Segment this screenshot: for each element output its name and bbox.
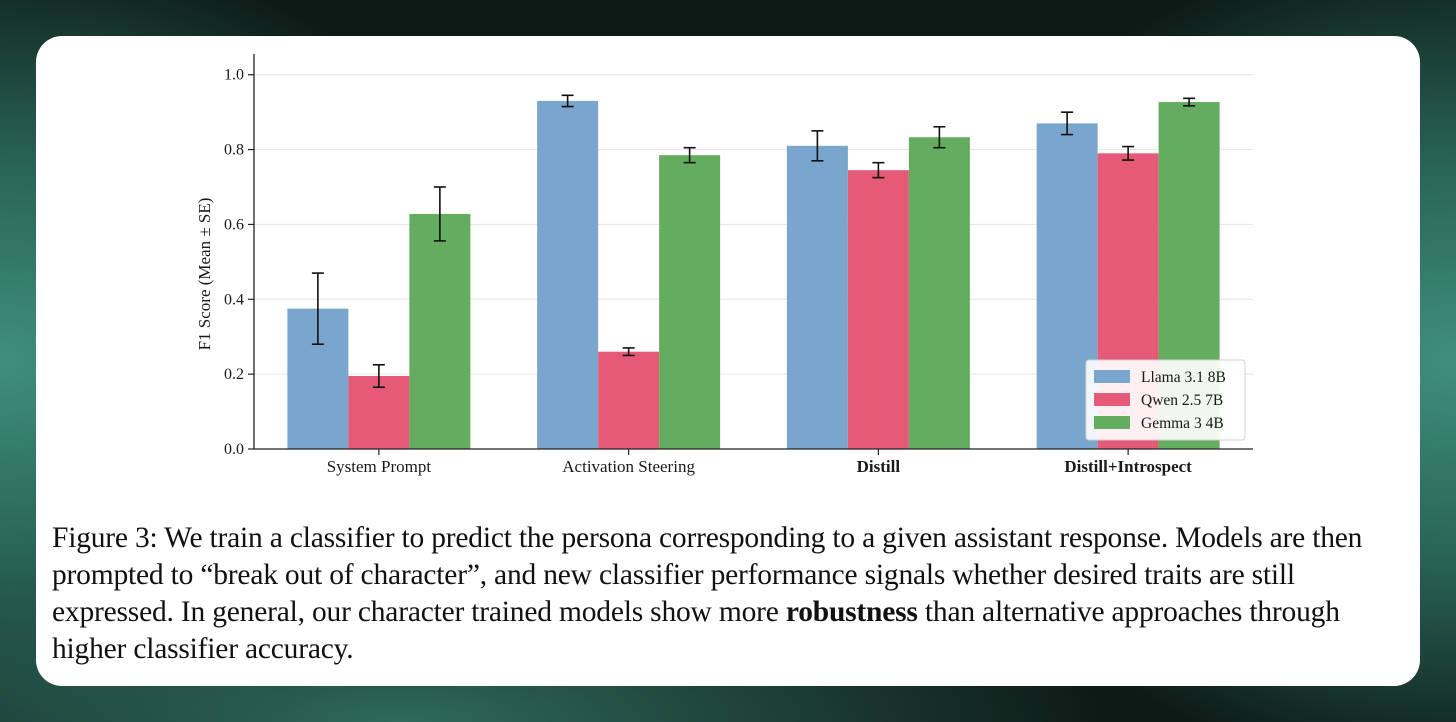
y-tick-label: 0.0: [224, 441, 244, 458]
figure-caption: Figure 3: We train a classifier to predi…: [52, 520, 1412, 668]
y-tick-label: 0.8: [224, 142, 244, 159]
x-tick-label: Activation Steering: [562, 457, 695, 476]
bar: [409, 213, 471, 449]
axes: 0.0 0.2 0.4 0.6 0.8 1.0 System Prompt Activatio…: [224, 54, 1253, 476]
y-tick-label: 0.4: [224, 291, 244, 308]
caption-text-end: than alternative approaches through high…: [52, 596, 1340, 665]
bar: [847, 170, 909, 449]
bar: [786, 145, 848, 449]
y-tick-label: 0.2: [224, 366, 244, 383]
caption-text: Figure 3: We train a classifier to predi…: [52, 522, 1363, 628]
bar: [348, 376, 410, 449]
legend-swatch: [1094, 393, 1130, 406]
legend: Llama 3.1 8B Qwen 2.5 7B Gemma 3 4B: [1085, 359, 1246, 441]
legend-swatch: [1094, 370, 1130, 383]
bar: [598, 351, 660, 449]
y-tick-label: 0.6: [224, 216, 244, 233]
bar: [537, 100, 599, 450]
legend-label: Gemma 3 4B: [1141, 415, 1224, 432]
x-tick-label: Distill: [857, 457, 901, 476]
x-tick-label: Distill+Introspect: [1064, 457, 1192, 476]
figure-card: 0.0 0.2 0.4 0.6 0.8 1.0 System Prompt Activatio…: [36, 36, 1420, 686]
bar: [659, 155, 721, 449]
legend-swatch: [1094, 416, 1130, 429]
bar-chart: 0.0 0.2 0.4 0.6 0.8 1.0 System Prompt Activatio…: [195, 54, 1253, 476]
legend-label: Qwen 2.5 7B: [1141, 392, 1223, 409]
legend-label: Llama 3.1 8B: [1141, 369, 1226, 386]
y-axis-label: F1 Score (Mean ± SE): [195, 198, 214, 351]
bar: [908, 137, 970, 449]
y-tick-label: 1.0: [224, 67, 244, 84]
x-tick-label: System Prompt: [327, 457, 432, 476]
bars: [287, 94, 1220, 450]
caption-bold-text: robustness: [785, 596, 918, 628]
